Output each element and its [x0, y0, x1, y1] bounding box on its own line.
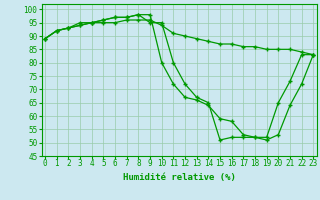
X-axis label: Humidité relative (%): Humidité relative (%)	[123, 173, 236, 182]
